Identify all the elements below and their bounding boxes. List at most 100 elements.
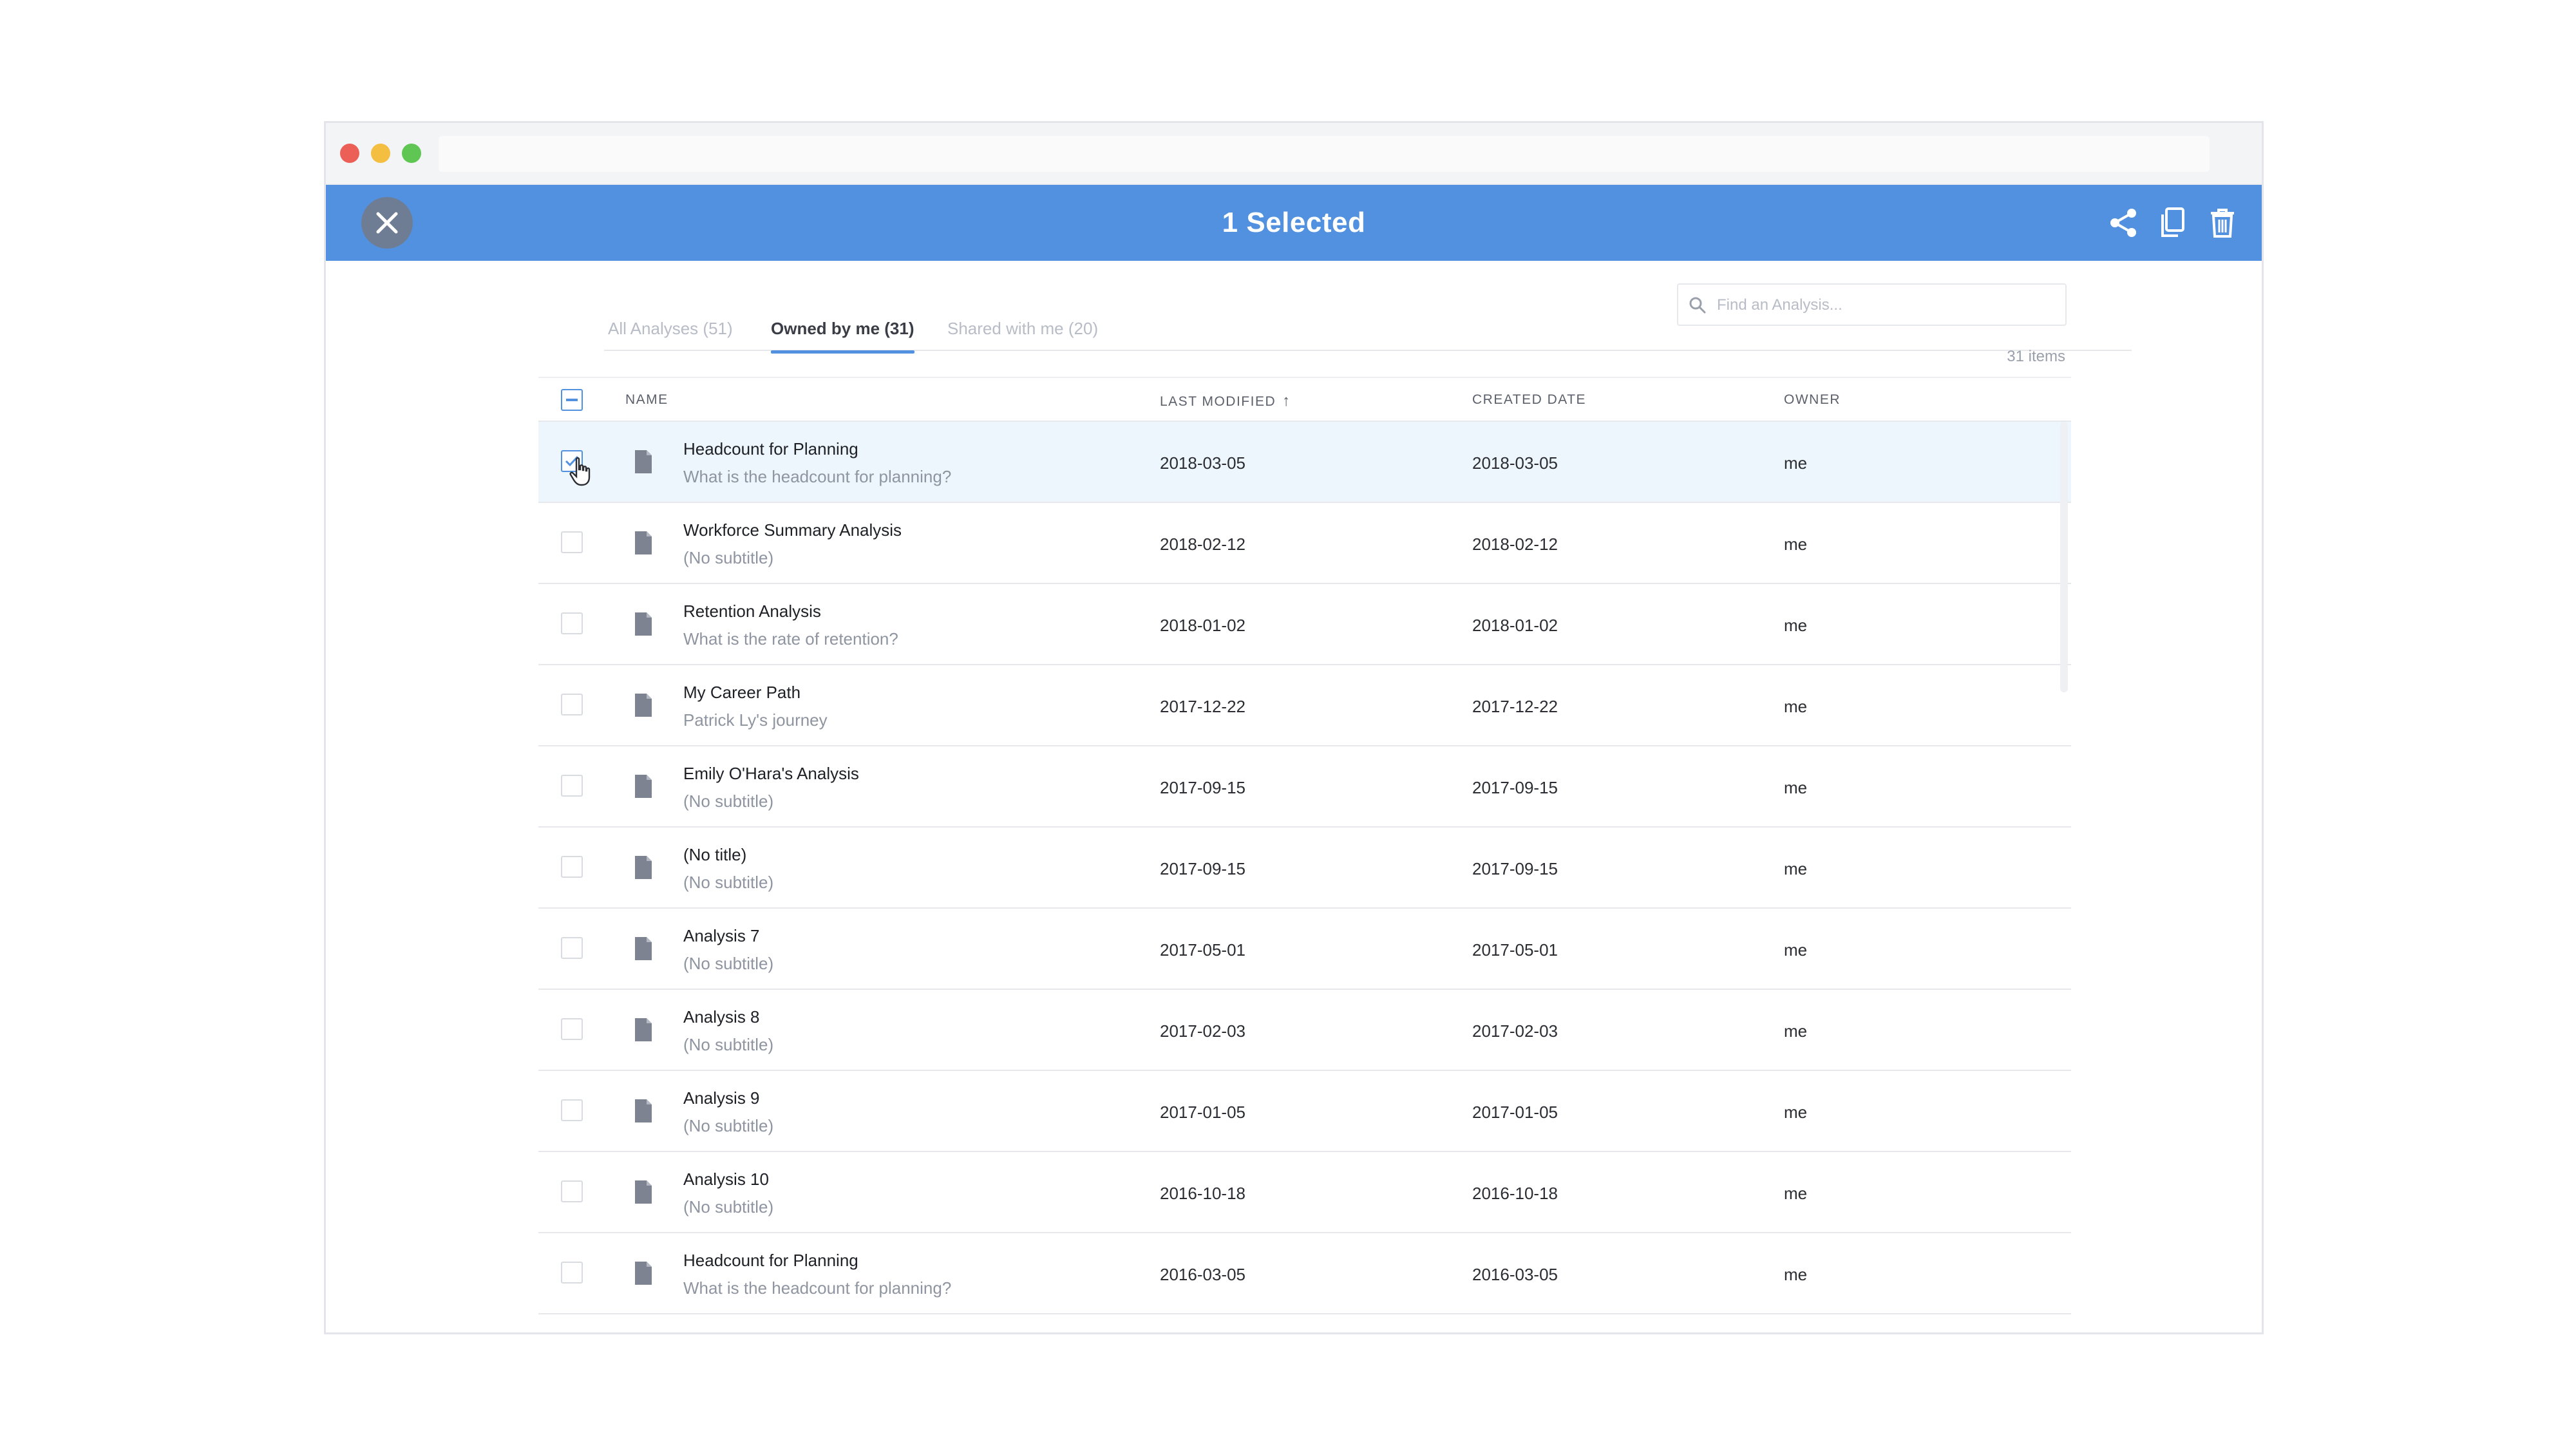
row-title: Analysis 9: [683, 1088, 760, 1108]
row-created-date: 2017-02-03: [1472, 1021, 1558, 1041]
row-title: (No title): [683, 845, 747, 864]
row-checkbox[interactable]: [561, 1099, 583, 1121]
tab-shared-with-me[interactable]: Shared with me (20): [947, 319, 1099, 338]
select-all-checkbox[interactable]: [561, 389, 583, 411]
analyses-content: All Analyses (51) Owned by me (31) Share…: [326, 261, 2262, 1332]
table-row[interactable]: Analysis 10 (No subtitle) 2016-10-18 201…: [538, 1152, 2071, 1233]
trash-icon[interactable]: [2206, 207, 2239, 239]
row-created-date: 2017-09-15: [1472, 859, 1558, 878]
row-checkbox[interactable]: [561, 1262, 583, 1283]
table-row[interactable]: My Career Path Patrick Ly's journey 2017…: [538, 665, 2071, 746]
table-scrollbar[interactable]: [2060, 422, 2068, 692]
document-icon: [635, 612, 652, 636]
table-row[interactable]: (No title) (No subtitle) 2017-09-15 2017…: [538, 828, 2071, 909]
selection-count-title: 1 Selected: [1222, 207, 1366, 238]
row-last-modified: 2016-03-05: [1160, 1265, 1245, 1284]
row-owner: me: [1784, 1265, 1808, 1284]
row-checkbox[interactable]: [561, 937, 583, 959]
row-checkbox[interactable]: [561, 1180, 583, 1202]
document-icon: [635, 531, 652, 554]
analyses-tabs: All Analyses (51) Owned by me (31) Share…: [604, 319, 2132, 354]
search-input[interactable]: [1717, 291, 2052, 319]
row-last-modified: 2017-01-05: [1160, 1103, 1245, 1122]
window-minimize-dot[interactable]: [371, 144, 390, 163]
row-checkbox[interactable]: [561, 612, 583, 634]
row-last-modified: 2017-09-15: [1160, 859, 1245, 878]
document-icon: [635, 1099, 652, 1122]
row-last-modified: 2018-03-05: [1160, 453, 1245, 473]
close-selection-button[interactable]: [361, 197, 413, 249]
row-last-modified: 2018-01-02: [1160, 616, 1245, 635]
row-subtitle: (No subtitle): [683, 1035, 774, 1054]
row-subtitle: What is the rate of retention?: [683, 629, 898, 649]
row-checkbox[interactable]: [561, 775, 583, 797]
row-title: Analysis 7: [683, 926, 760, 945]
document-icon: [635, 937, 652, 960]
row-title: Headcount for Planning: [683, 439, 858, 459]
column-header-name[interactable]: NAME: [625, 392, 668, 407]
table-row[interactable]: Analysis 8 (No subtitle) 2017-02-03 2017…: [538, 990, 2071, 1071]
row-owner: me: [1784, 697, 1808, 716]
row-last-modified: 2017-05-01: [1160, 940, 1245, 960]
row-checkbox[interactable]: [561, 1018, 583, 1040]
row-owner: me: [1784, 940, 1808, 960]
row-title: Analysis 8: [683, 1007, 760, 1027]
row-title: Emily O'Hara's Analysis: [683, 764, 859, 783]
column-header-last-modified[interactable]: LAST MODIFIED ↑: [1160, 392, 1291, 410]
table-row[interactable]: Emily O'Hara's Analysis (No subtitle) 20…: [538, 746, 2071, 828]
row-checkbox[interactable]: [561, 856, 583, 878]
address-bar[interactable]: [439, 136, 2210, 172]
row-owner: me: [1784, 1021, 1808, 1041]
tab-owned-by-me[interactable]: Owned by me (31): [771, 319, 914, 354]
row-subtitle: Patrick Ly's journey: [683, 710, 828, 730]
row-checkbox[interactable]: [561, 531, 583, 553]
row-owner: me: [1784, 1184, 1808, 1203]
document-icon: [635, 1262, 652, 1285]
share-icon[interactable]: [2107, 207, 2139, 239]
search-box: [1677, 283, 2067, 326]
row-owner: me: [1784, 453, 1808, 473]
row-owner: me: [1784, 859, 1808, 878]
row-last-modified: 2016-10-18: [1160, 1184, 1245, 1203]
row-title: Headcount for Planning: [683, 1251, 858, 1270]
table-row[interactable]: Analysis 7 (No subtitle) 2017-05-01 2017…: [538, 909, 2071, 990]
row-checkbox[interactable]: [561, 694, 583, 715]
row-title: Analysis 10: [683, 1170, 769, 1189]
document-icon: [635, 775, 652, 798]
window-close-dot[interactable]: [340, 144, 359, 163]
document-icon: [635, 1180, 652, 1204]
table-row[interactable]: Headcount for Planning What is the headc…: [538, 1233, 2071, 1314]
table-body: Headcount for Planning What is the headc…: [538, 422, 2071, 1314]
column-header-last-modified-label: LAST MODIFIED: [1160, 394, 1276, 409]
column-header-created-date[interactable]: CREATED DATE: [1472, 392, 1587, 407]
row-created-date: 2017-05-01: [1472, 940, 1558, 960]
table-row[interactable]: Workforce Summary Analysis (No subtitle)…: [538, 503, 2071, 584]
row-last-modified: 2017-12-22: [1160, 697, 1245, 716]
copy-icon[interactable]: [2157, 207, 2189, 239]
document-icon: [635, 856, 652, 879]
sort-up-arrow-icon: ↑: [1282, 392, 1291, 410]
row-created-date: 2017-09-15: [1472, 778, 1558, 797]
row-created-date: 2016-03-05: [1472, 1265, 1558, 1284]
row-owner: me: [1784, 535, 1808, 554]
row-subtitle: What is the headcount for planning?: [683, 467, 952, 486]
row-owner: me: [1784, 1103, 1808, 1122]
row-created-date: 2017-01-05: [1472, 1103, 1558, 1122]
row-subtitle: (No subtitle): [683, 548, 774, 567]
row-subtitle: (No subtitle): [683, 1197, 774, 1217]
window-maximize-dot[interactable]: [402, 144, 421, 163]
document-icon: [635, 1018, 652, 1041]
row-checkbox[interactable]: [561, 450, 591, 486]
table-row[interactable]: Retention Analysis What is the rate of r…: [538, 584, 2071, 665]
column-header-owner[interactable]: OWNER: [1784, 392, 1841, 407]
row-created-date: 2017-12-22: [1472, 697, 1558, 716]
row-subtitle: (No subtitle): [683, 791, 774, 811]
selection-action-bar: 1 Selected: [326, 185, 2262, 261]
row-subtitle: (No subtitle): [683, 954, 774, 973]
document-icon: [635, 450, 652, 473]
table-row[interactable]: Analysis 9 (No subtitle) 2017-01-05 2017…: [538, 1071, 2071, 1152]
row-subtitle: What is the headcount for planning?: [683, 1278, 952, 1298]
row-last-modified: 2017-02-03: [1160, 1021, 1245, 1041]
tab-all-analyses[interactable]: All Analyses (51): [608, 319, 733, 338]
table-row[interactable]: Headcount for Planning What is the headc…: [538, 422, 2071, 503]
